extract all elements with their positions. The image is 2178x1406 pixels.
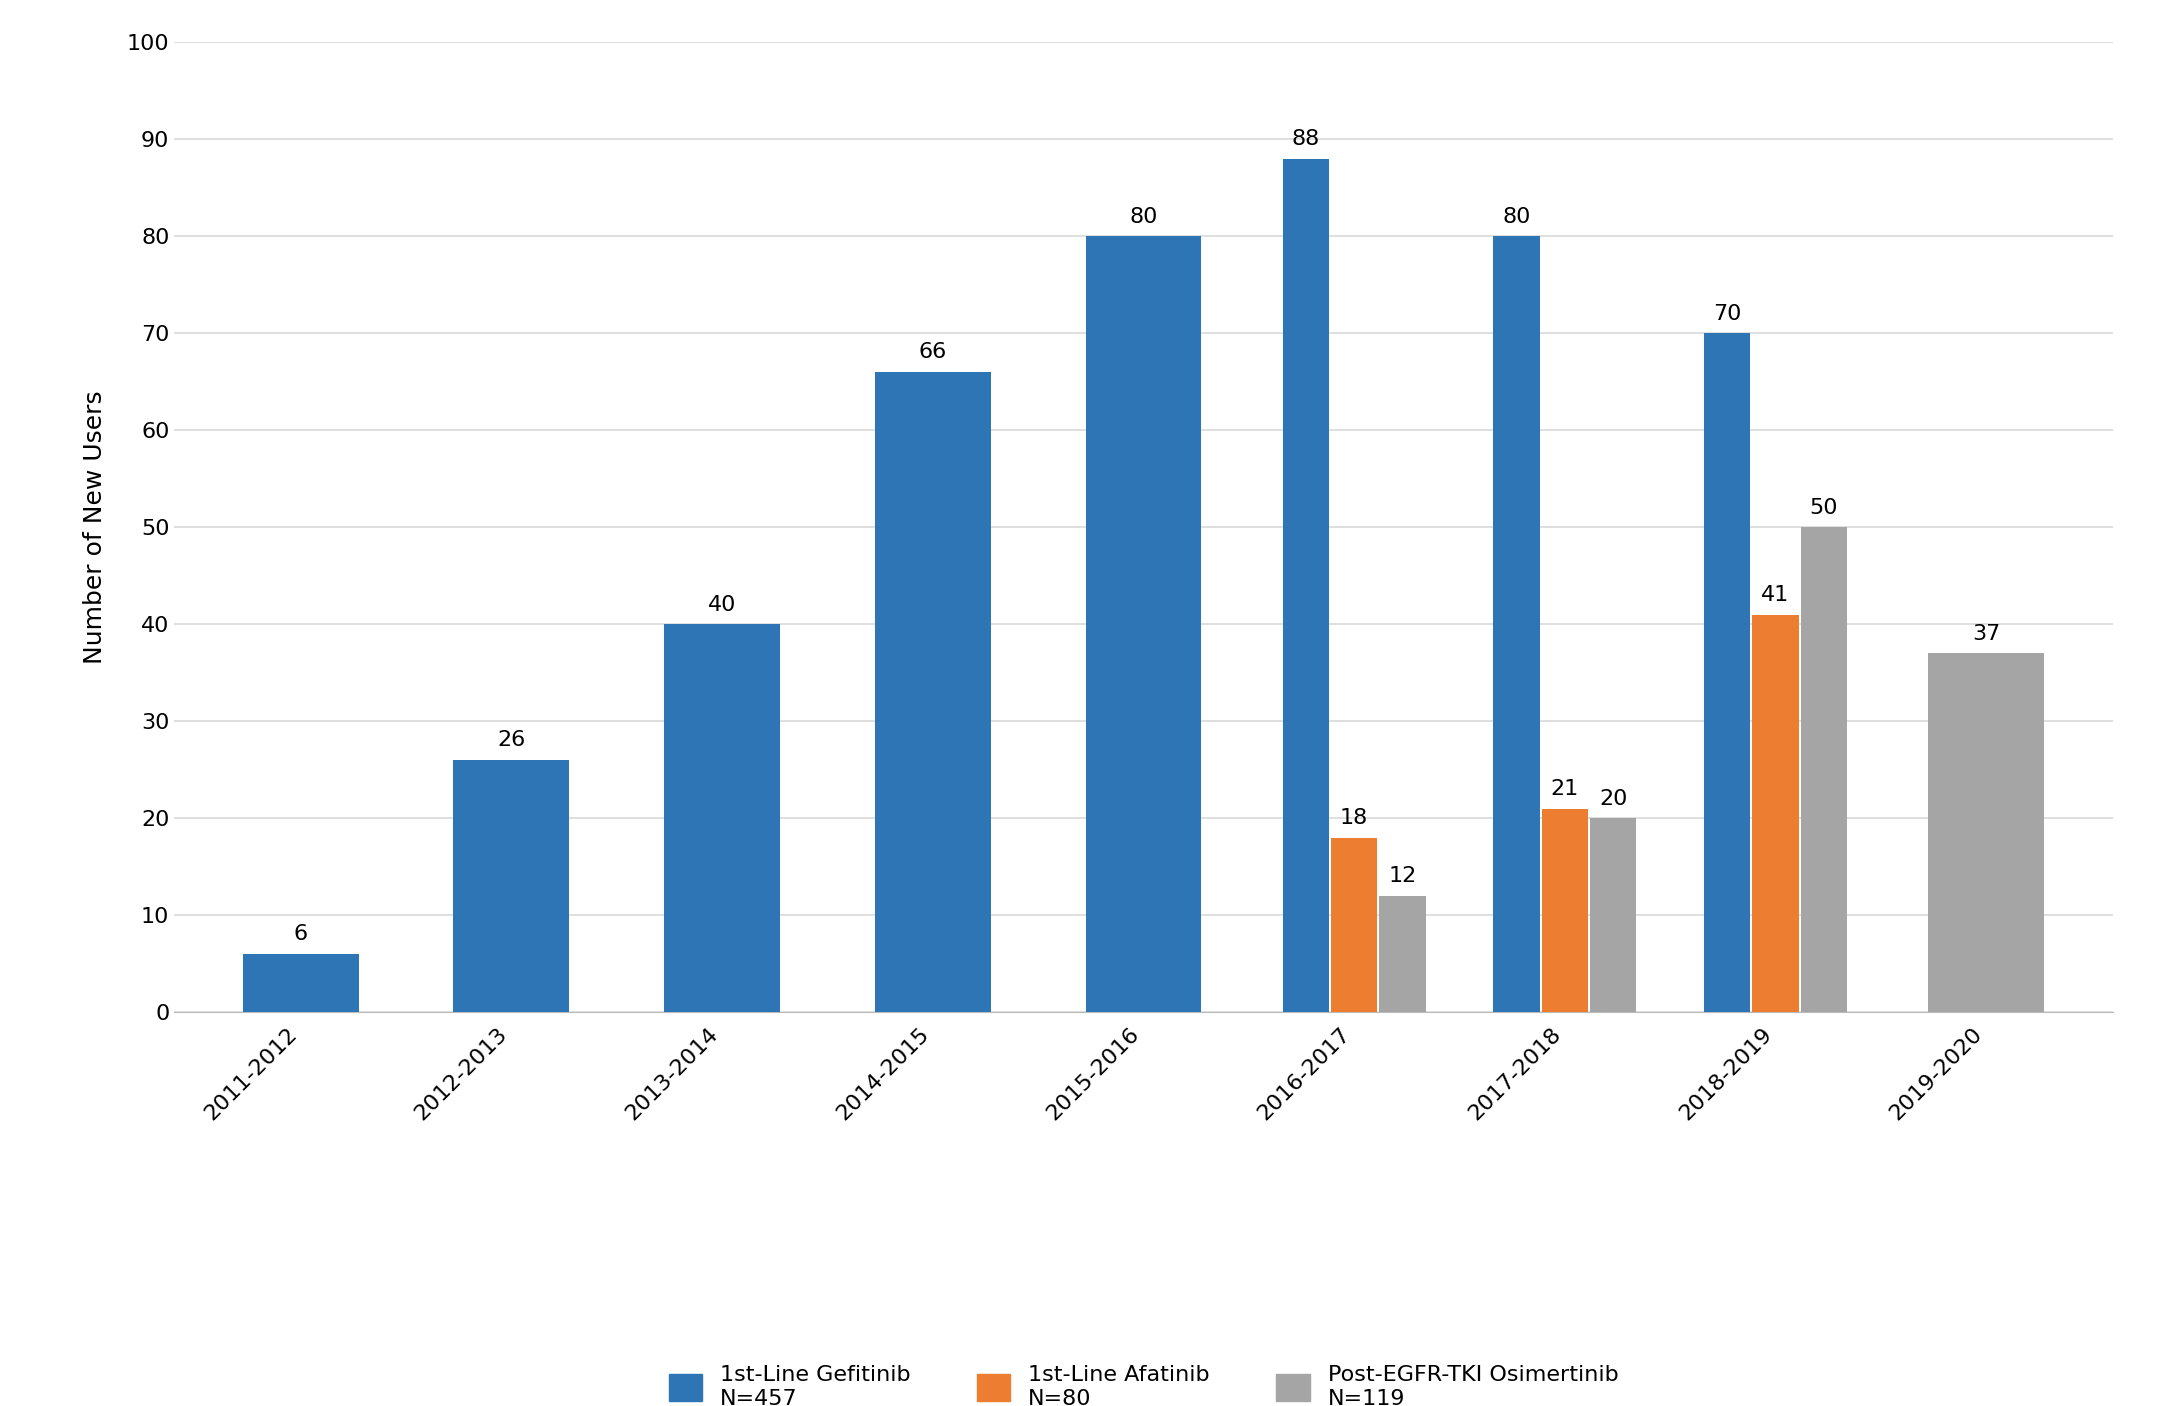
- Y-axis label: Number of New Users: Number of New Users: [83, 391, 107, 664]
- Bar: [1703, 333, 1751, 1012]
- Bar: [1753, 614, 1799, 1012]
- Text: 70: 70: [1712, 304, 1740, 323]
- Text: 80: 80: [1128, 207, 1159, 226]
- Text: 66: 66: [919, 342, 947, 363]
- Bar: [1494, 236, 1540, 1012]
- Text: 37: 37: [1971, 624, 1999, 644]
- Text: 26: 26: [497, 730, 525, 751]
- Bar: [1801, 527, 1847, 1012]
- Text: 50: 50: [1810, 498, 1838, 517]
- Text: 6: 6: [294, 924, 307, 945]
- Bar: [1928, 654, 2045, 1012]
- Bar: [1331, 838, 1376, 1012]
- Bar: [1590, 818, 1636, 1012]
- Text: 12: 12: [1390, 866, 1416, 886]
- Bar: [453, 761, 568, 1012]
- Bar: [242, 955, 359, 1012]
- Text: 80: 80: [1503, 207, 1531, 226]
- Text: 88: 88: [1292, 129, 1320, 149]
- Legend: 1st-Line Gefitinib
N=457, 1st-Line Afatinib
N=80, Post-EGFR-TKI Osimertinib
N=11: 1st-Line Gefitinib N=457, 1st-Line Afati…: [669, 1365, 1618, 1406]
- Text: 18: 18: [1339, 808, 1368, 828]
- Bar: [876, 373, 991, 1012]
- Bar: [1085, 236, 1202, 1012]
- Bar: [1283, 159, 1329, 1012]
- Bar: [1379, 896, 1427, 1012]
- Text: 20: 20: [1599, 789, 1627, 808]
- Text: 21: 21: [1551, 779, 1579, 799]
- Bar: [664, 624, 780, 1012]
- Text: 40: 40: [708, 595, 736, 614]
- Bar: [1542, 808, 1588, 1012]
- Text: 41: 41: [1762, 585, 1790, 605]
